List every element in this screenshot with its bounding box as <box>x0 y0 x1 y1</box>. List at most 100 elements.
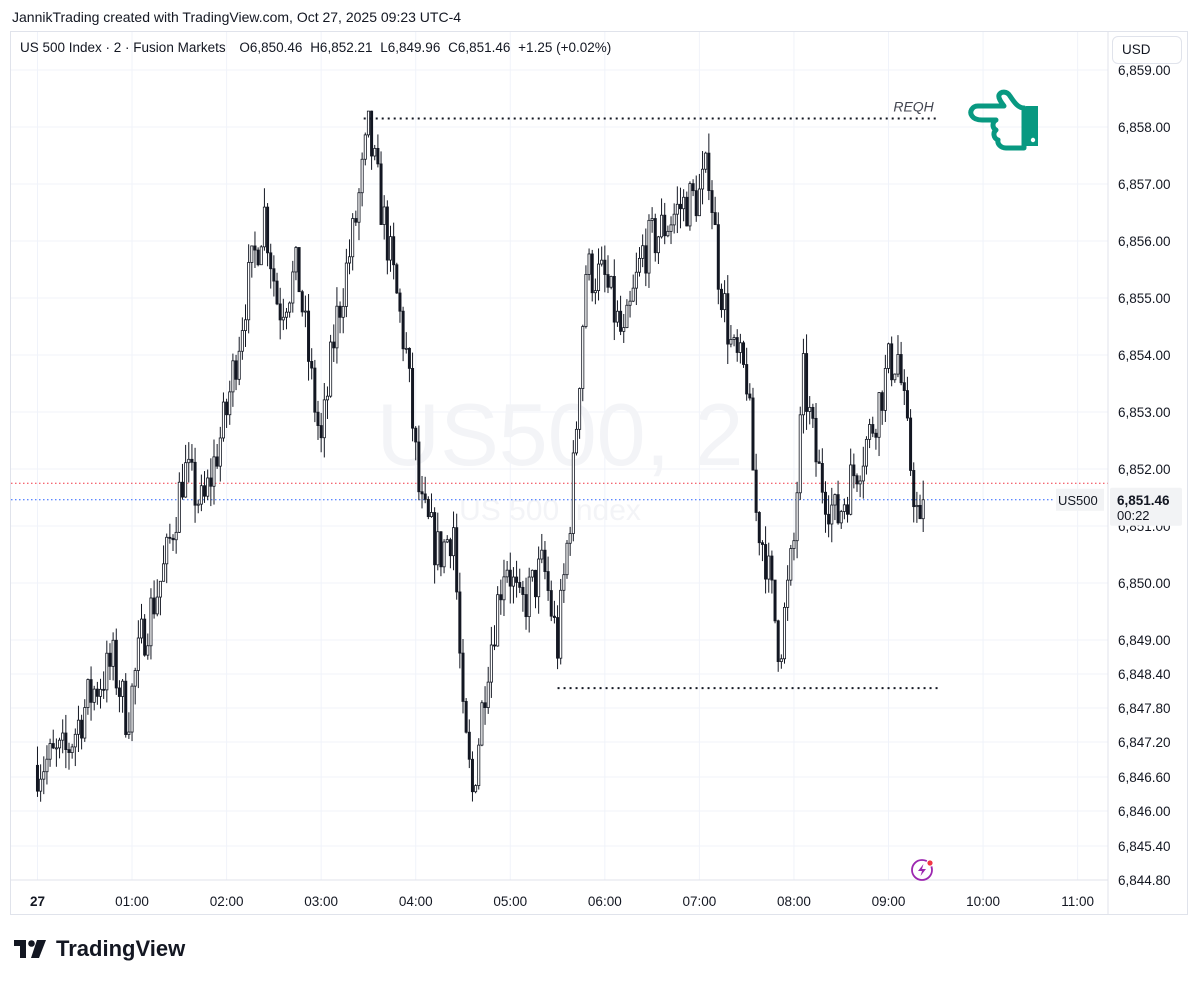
candle-body <box>496 594 500 647</box>
candle-body <box>89 679 93 703</box>
chart-frame <box>10 31 1188 915</box>
candle-body <box>899 354 903 384</box>
candle-body <box>505 569 509 578</box>
candle-body <box>921 499 925 520</box>
candle-body <box>565 542 569 576</box>
candle-body <box>234 360 238 380</box>
candle-body <box>697 188 701 217</box>
candle-body <box>124 680 128 735</box>
candle-body <box>111 639 115 667</box>
price-tick-label: 6,846.00 <box>1118 804 1171 819</box>
flash-bolt <box>918 864 926 876</box>
candle-body <box>42 771 46 780</box>
candle-body <box>883 367 887 411</box>
candle-body <box>590 253 594 294</box>
candle-body <box>92 688 96 703</box>
candle-body <box>634 271 638 289</box>
candle-body <box>187 458 191 464</box>
candle-body <box>852 464 856 477</box>
candle-body <box>196 503 200 506</box>
candle-body <box>660 214 664 238</box>
price-tick-label: 6,848.40 <box>1118 667 1171 682</box>
candle-body <box>499 594 503 601</box>
time-tick-label: 02:00 <box>210 894 244 909</box>
candle-body <box>656 236 660 254</box>
time-tick-label: 01:00 <box>115 894 149 909</box>
symbol-tag-bg <box>1056 488 1104 511</box>
tradingview-logo-icon <box>14 940 46 958</box>
time-tick-label: 08:00 <box>777 894 811 909</box>
candle-body <box>820 463 824 493</box>
candle-body <box>672 213 676 226</box>
candle-body <box>373 147 377 157</box>
candle-body <box>256 249 260 266</box>
candle-body <box>776 620 780 662</box>
candle-body <box>767 555 771 580</box>
candle-body <box>247 262 251 321</box>
candle-body <box>713 212 717 226</box>
candle-body <box>669 224 673 232</box>
flash-icon[interactable] <box>911 859 934 881</box>
candle-body <box>266 206 270 254</box>
time-tick-label: 03:00 <box>304 894 338 909</box>
candle-body <box>688 183 692 227</box>
candle-body <box>549 590 553 617</box>
candle-body <box>805 353 809 412</box>
candle-body <box>288 302 292 313</box>
candle-body <box>581 326 585 389</box>
price-tag-bg <box>1110 487 1182 526</box>
candle-body <box>417 441 421 493</box>
candle-body <box>319 425 323 439</box>
candle-body <box>341 306 345 318</box>
candle-body <box>395 264 399 294</box>
candle-body <box>543 549 547 572</box>
currency-button[interactable]: USD <box>1112 36 1182 64</box>
candle-body <box>789 548 793 581</box>
candle-body <box>587 253 591 275</box>
candle-body <box>489 644 493 683</box>
price-tick-label: 6,845.40 <box>1118 839 1171 854</box>
candle-body <box>877 392 881 438</box>
candle-body <box>102 688 106 691</box>
symbol-legend: US 500 Index · 2 · Fusion Markets O6,850… <box>20 40 615 55</box>
candle-body <box>833 494 837 506</box>
candle-body <box>808 406 812 412</box>
candle-body <box>823 491 827 515</box>
candle-body <box>855 475 859 485</box>
candle-body <box>67 749 71 753</box>
candle-body <box>240 330 244 352</box>
pointing-hand-icon[interactable] <box>968 89 1038 151</box>
candle-body <box>603 259 607 275</box>
candle-body <box>253 245 257 251</box>
price-tick-label: 6,858.00 <box>1118 120 1171 135</box>
candle-body <box>552 615 556 618</box>
legend-open: O6,850.46 <box>239 40 303 55</box>
candle-body <box>139 618 143 639</box>
candle-body <box>864 438 868 467</box>
candle-body <box>527 576 531 618</box>
candle-body <box>344 262 348 307</box>
candle-body <box>215 456 219 467</box>
candle-body <box>348 256 352 264</box>
candle-body <box>707 152 711 191</box>
candle-body <box>404 347 408 350</box>
candle-body <box>370 110 374 157</box>
legend-symbol[interactable]: US 500 Index · 2 · Fusion Markets <box>20 40 226 55</box>
candle-body <box>313 367 317 413</box>
candle-body <box>354 218 358 223</box>
candle-body <box>909 417 913 471</box>
candle-body <box>861 465 865 482</box>
candle-body <box>45 758 49 773</box>
candle-body <box>915 504 919 508</box>
candle-body <box>99 688 103 697</box>
chart-header: JannikTrading created with TradingView.c… <box>12 9 462 25</box>
candle-body <box>281 316 285 321</box>
candle-body <box>158 580 162 598</box>
candle-body <box>83 707 87 739</box>
candle-body <box>275 280 279 305</box>
time-tick-label: 09:00 <box>872 894 906 909</box>
hand-cuff-dot <box>1030 137 1036 143</box>
tradingview-logo[interactable]: TradingView <box>12 936 185 962</box>
candle-body <box>121 680 125 697</box>
